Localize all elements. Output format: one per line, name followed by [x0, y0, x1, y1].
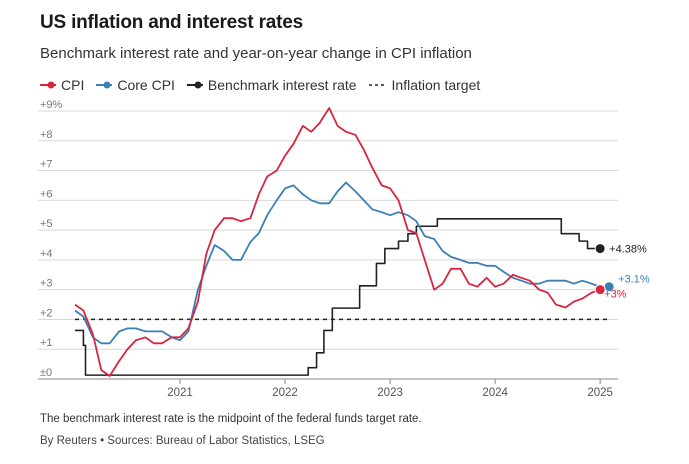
x-tick-label-2021: 2021 [167, 387, 193, 399]
chart-title: US inflation and interest rates [40, 12, 304, 33]
legend-item-rate: Benchmark interest rate [186, 77, 357, 93]
legend-core-label: Core CPI [117, 77, 175, 93]
series-line-benchmark-rate [75, 217, 601, 376]
end-marker-cpi [594, 284, 606, 296]
y-tick-label-1: +1 [40, 337, 53, 349]
y-tick-label-0: ±0 [40, 367, 52, 379]
legend-item-target: Inflation target [368, 77, 481, 93]
y-tick-label-8: +8 [40, 129, 53, 141]
end-label-cpi: +3% [604, 289, 627, 301]
x-tick-label-2024: 2024 [482, 387, 508, 399]
x-tick-label-2022: 2022 [272, 387, 298, 399]
y-tick-label-3: +3 [40, 278, 53, 290]
y-tick-label-6: +6 [40, 188, 53, 200]
y-tick-label-2: +2 [40, 307, 53, 319]
footnote: The benchmark interest rate is the midpo… [40, 413, 422, 425]
series-line-cpi [74, 107, 601, 377]
end-label-benchmark-rate: +4.38% [609, 244, 647, 256]
legend-item-cpi: CPI [40, 77, 84, 93]
y-tick-label-7: +7 [40, 159, 53, 171]
legend-core-symbol [96, 81, 113, 89]
chart-subtitle: Benchmark interest rate and year-on-year… [40, 45, 472, 62]
legend-item-core-cpi: Core CPI [96, 77, 175, 93]
chart-legend: CPI Core CPI Benchmark interest rate Inf… [40, 77, 492, 93]
legend-cpi-label: CPI [61, 77, 85, 93]
legend-cpi-symbol [40, 81, 56, 89]
y-tick-label-5: +5 [40, 218, 53, 230]
end-marker-benchmark-rate [594, 243, 606, 255]
end-label-core-cpi: +3.1% [618, 274, 650, 286]
x-tick-label-2025: 2025 [587, 387, 613, 399]
series-line-core-cpi [74, 181, 601, 345]
y-tick-label-9: +9% [40, 99, 63, 111]
y-tick-label-4: +4 [40, 248, 53, 260]
x-tick-label-2023: 2023 [377, 387, 403, 399]
source-line: By Reuters • Sources: Bureau of Labor St… [40, 435, 325, 447]
legend-target-label: Inflation target [391, 77, 481, 93]
legend-rate-label: Benchmark interest rate [207, 77, 357, 93]
legend-target-symbol [368, 84, 387, 86]
legend-rate-symbol [186, 81, 203, 89]
